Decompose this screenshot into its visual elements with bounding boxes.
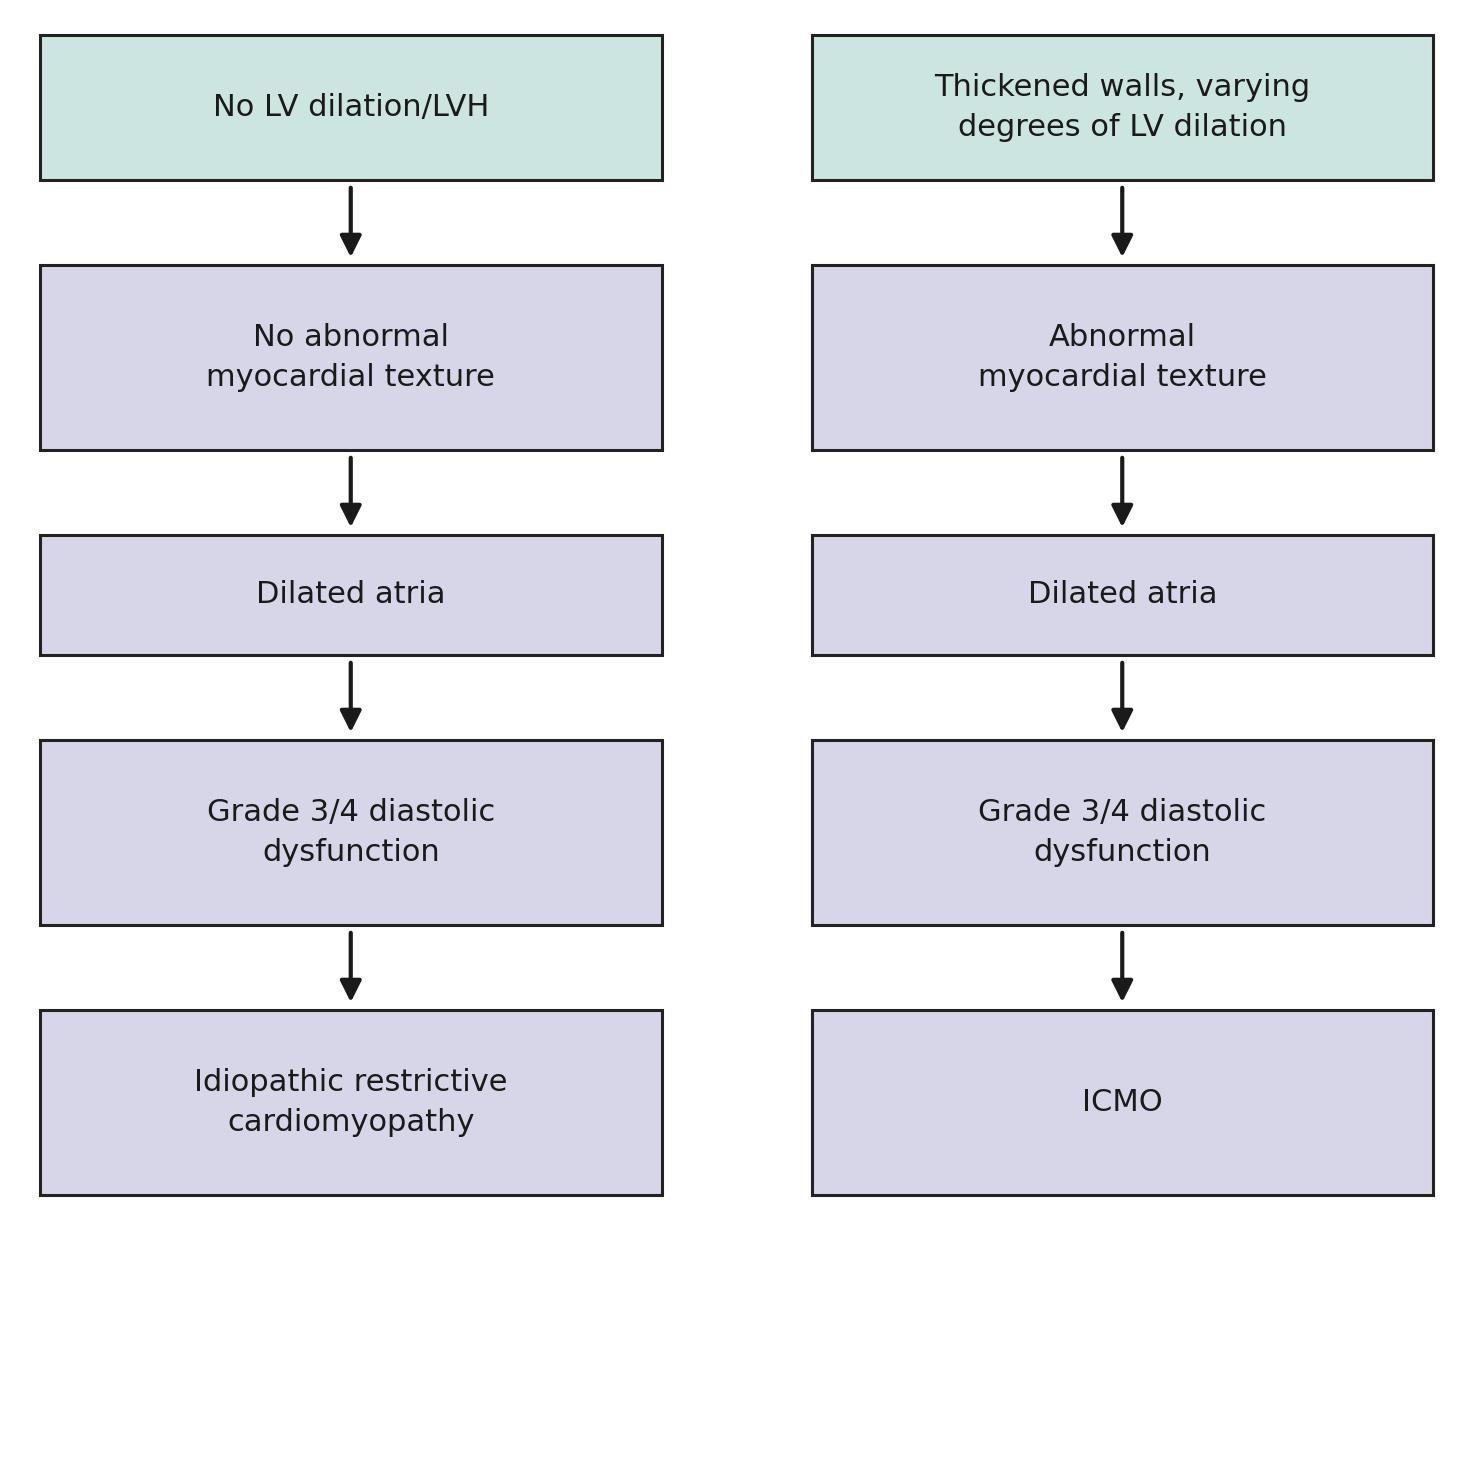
FancyBboxPatch shape bbox=[40, 36, 661, 180]
Text: Dilated atria: Dilated atria bbox=[256, 580, 445, 610]
Text: ICMO: ICMO bbox=[1081, 1088, 1162, 1117]
FancyBboxPatch shape bbox=[40, 266, 661, 450]
FancyBboxPatch shape bbox=[40, 536, 661, 654]
Text: No abnormal
myocardial texture: No abnormal myocardial texture bbox=[206, 322, 495, 392]
Text: Idiopathic restrictive
cardiomyopathy: Idiopathic restrictive cardiomyopathy bbox=[194, 1068, 508, 1137]
FancyBboxPatch shape bbox=[812, 266, 1433, 450]
Text: Thickened walls, varying
degrees of LV dilation: Thickened walls, varying degrees of LV d… bbox=[934, 73, 1311, 142]
FancyBboxPatch shape bbox=[812, 1011, 1433, 1195]
FancyBboxPatch shape bbox=[40, 741, 661, 925]
Text: Grade 3/4 diastolic
dysfunction: Grade 3/4 diastolic dysfunction bbox=[206, 798, 495, 867]
Text: Abnormal
myocardial texture: Abnormal myocardial texture bbox=[978, 322, 1267, 392]
FancyBboxPatch shape bbox=[812, 741, 1433, 925]
FancyBboxPatch shape bbox=[40, 1011, 661, 1195]
Text: Dilated atria: Dilated atria bbox=[1028, 580, 1217, 610]
FancyBboxPatch shape bbox=[812, 536, 1433, 654]
Text: No LV dilation/LVH: No LV dilation/LVH bbox=[212, 93, 489, 122]
Text: Grade 3/4 diastolic
dysfunction: Grade 3/4 diastolic dysfunction bbox=[978, 798, 1267, 867]
FancyBboxPatch shape bbox=[812, 36, 1433, 180]
